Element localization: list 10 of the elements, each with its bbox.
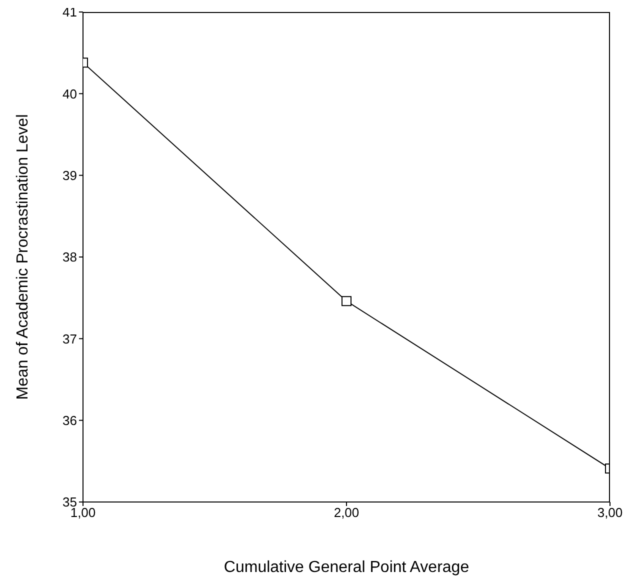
x-axis-title: Cumulative General Point Average — [224, 559, 470, 576]
y-tick-label: 39 — [62, 168, 77, 183]
y-tick-label: 40 — [62, 86, 77, 102]
y-axis-title: Mean of Academic Procrastination Level — [14, 114, 32, 400]
x-tick-label: 2,00 — [334, 505, 360, 520]
y-tick-label: 37 — [62, 331, 77, 346]
y-tick-label: 38 — [62, 250, 77, 265]
y-tick-label: 36 — [62, 412, 77, 428]
y-tick-label: 41 — [62, 4, 77, 20]
x-tick-label: 3,00 — [597, 505, 623, 520]
